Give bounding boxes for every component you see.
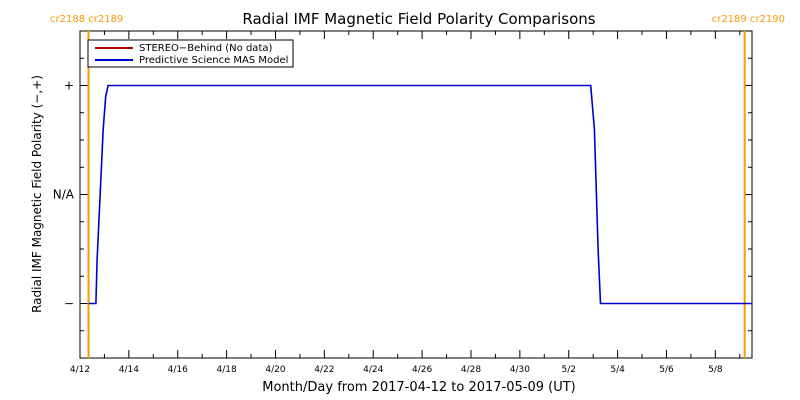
legend-label-mas: Predictive Science MAS Model bbox=[139, 55, 288, 66]
x-axis-ticks: 4/12 4/14 4/16 4/18 4/20 4/22 4/24 4/26 4/28 4/30… bbox=[70, 31, 741, 375]
y-tick-label-0: + bbox=[64, 79, 74, 93]
x-axis-label: Month/Day from 2017-04-12 to 2017-05-09 … bbox=[262, 380, 575, 395]
carrington-label-0: cr2188 cr2189 bbox=[50, 14, 123, 25]
x-tick-label-11: 5/4 bbox=[610, 365, 625, 375]
y-tick-label-1: N/A bbox=[53, 188, 75, 202]
legend: STEREO−Behind (No data) Predictive Scien… bbox=[87, 39, 294, 68]
x-tick-label-10: 5/2 bbox=[561, 365, 575, 375]
x-tick-label-3: 4/18 bbox=[217, 365, 237, 375]
x-tick-label-1: 4/14 bbox=[119, 365, 139, 375]
legend-label-stereo: STEREO−Behind (No data) bbox=[139, 43, 272, 54]
x-tick-label-9: 4/30 bbox=[510, 365, 530, 375]
carrington-label-1: cr2189 cr2190 bbox=[712, 14, 785, 25]
chart-title: Radial IMF Magnetic Field Polarity Compa… bbox=[242, 10, 595, 28]
x-tick-label-0: 4/12 bbox=[70, 365, 90, 375]
series-line-1 bbox=[88, 84, 752, 305]
x-tick-label-4: 4/20 bbox=[265, 365, 285, 375]
y-axis-label: Radial IMF Magnetic Field Polarity (−,+) bbox=[30, 75, 44, 313]
series-lines bbox=[88, 84, 752, 305]
x-tick-label-7: 4/26 bbox=[412, 365, 432, 375]
y-tick-label-2: − bbox=[64, 297, 74, 311]
x-tick-label-6: 4/24 bbox=[363, 365, 383, 375]
x-tick-label-12: 5/6 bbox=[659, 365, 674, 375]
carrington-labels: cr2188 cr2189 cr2189 cr2190 bbox=[50, 14, 785, 25]
x-tick-label-8: 4/28 bbox=[461, 365, 481, 375]
x-tick-label-5: 4/22 bbox=[314, 365, 334, 375]
legend-box bbox=[87, 39, 294, 68]
x-tick-label-13: 5/8 bbox=[708, 365, 723, 375]
x-tick-label-2: 4/16 bbox=[168, 365, 188, 375]
